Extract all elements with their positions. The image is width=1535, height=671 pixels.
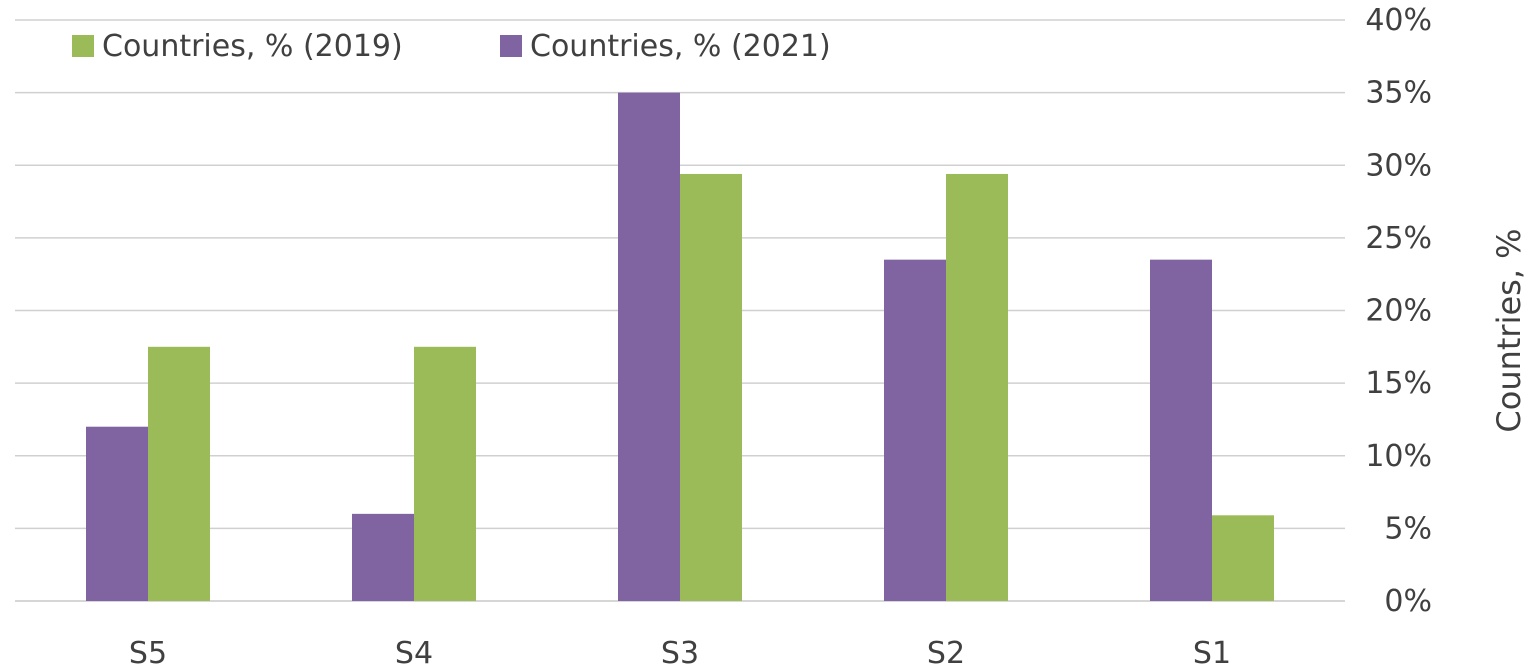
bar-s5-series-1 <box>148 346 210 601</box>
bar-s3-series-0 <box>618 92 680 601</box>
legend-swatch <box>72 35 94 57</box>
bar-s1-series-0 <box>1150 259 1212 601</box>
x-category-label: S2 <box>927 636 965 671</box>
x-category-label: S5 <box>129 636 167 671</box>
y-tick-label: 0% <box>1384 584 1432 619</box>
y-tick-label: 25% <box>1365 221 1432 256</box>
y-tick-label: 20% <box>1365 294 1432 329</box>
bar-s2-series-1 <box>946 173 1008 601</box>
legend-label: Countries, % (2019) <box>102 29 403 64</box>
y-axis-ticks: 0% 5% 10% 15% 20% 25% 30% 35% 40% <box>1365 3 1432 619</box>
y-tick-label: 35% <box>1365 76 1432 111</box>
y-tick-label: 5% <box>1384 511 1432 546</box>
x-axis-categories: S5 S4 S3 S2 S1 <box>129 636 1231 671</box>
y-axis-title: Countries, % <box>1490 228 1528 432</box>
bar-s3-series-1 <box>680 173 742 601</box>
legend: Countries, % (2019) Countries, % (2021) <box>72 29 831 64</box>
bar-s4-series-1 <box>414 346 476 601</box>
bar-s1-series-1 <box>1212 515 1274 601</box>
bars <box>86 92 1274 601</box>
x-category-label: S3 <box>661 636 699 671</box>
bar-s2-series-0 <box>884 259 946 601</box>
legend-label: Countries, % (2021) <box>530 29 831 64</box>
y-tick-label: 30% <box>1365 148 1432 183</box>
legend-swatch <box>500 35 522 57</box>
y-tick-label: 40% <box>1365 3 1432 38</box>
x-category-label: S1 <box>1193 636 1231 671</box>
bar-s4-series-0 <box>352 513 414 601</box>
x-category-label: S4 <box>395 636 433 671</box>
y-tick-label: 15% <box>1365 366 1432 401</box>
y-tick-label: 10% <box>1365 439 1432 474</box>
bar-s5-series-0 <box>86 426 148 601</box>
